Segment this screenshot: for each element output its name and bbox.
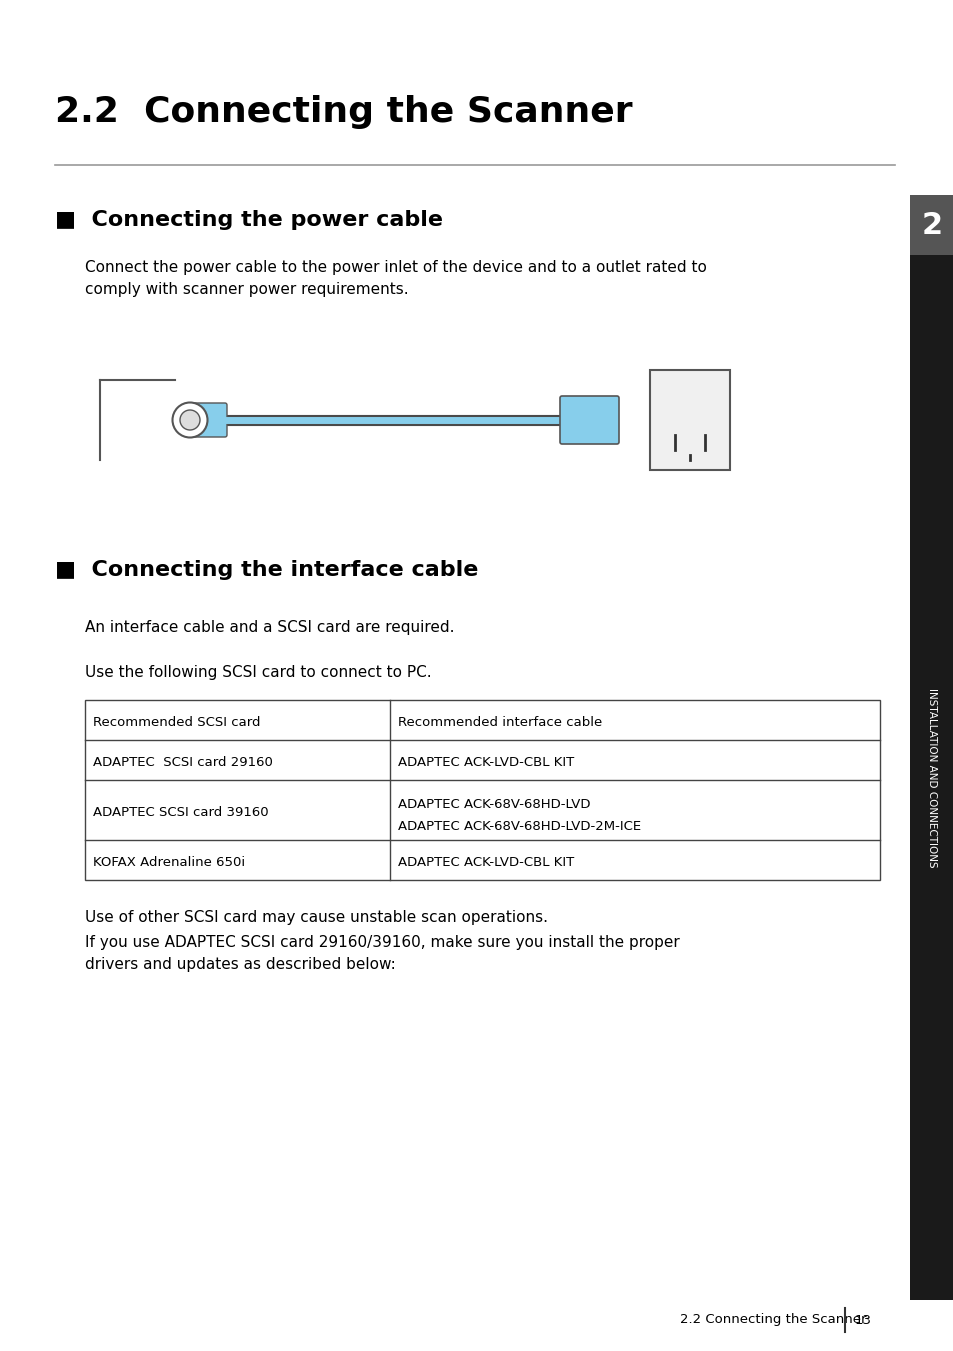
Text: 2: 2 (921, 211, 942, 239)
Ellipse shape (172, 403, 208, 438)
Text: Recommended SCSI card: Recommended SCSI card (92, 716, 260, 728)
Text: ADAPTEC SCSI card 39160: ADAPTEC SCSI card 39160 (92, 805, 269, 819)
Text: ADAPTEC ACK-LVD-CBL KIT: ADAPTEC ACK-LVD-CBL KIT (397, 855, 574, 869)
Ellipse shape (180, 409, 200, 430)
Bar (909, 195, 953, 255)
Text: ADAPTEC ACK-68V-68HD-LVD: ADAPTEC ACK-68V-68HD-LVD (397, 797, 590, 811)
Text: INSTALLATION AND CONNECTIONS: INSTALLATION AND CONNECTIONS (926, 688, 936, 867)
Text: 2.2 Connecting the Scanner: 2.2 Connecting the Scanner (679, 1313, 865, 1327)
Text: ■  Connecting the interface cable: ■ Connecting the interface cable (55, 561, 477, 580)
Text: An interface cable and a SCSI card are required.: An interface cable and a SCSI card are r… (85, 620, 454, 635)
Text: ADAPTEC ACK-68V-68HD-LVD-2M-ICE: ADAPTEC ACK-68V-68HD-LVD-2M-ICE (397, 820, 640, 832)
Text: ADAPTEC  SCSI card 29160: ADAPTEC SCSI card 29160 (92, 755, 273, 769)
Text: ADAPTEC ACK-LVD-CBL KIT: ADAPTEC ACK-LVD-CBL KIT (397, 755, 574, 769)
Text: If you use ADAPTEC SCSI card 29160/39160, make sure you install the proper: If you use ADAPTEC SCSI card 29160/39160… (85, 935, 679, 950)
Text: Connect the power cable to the power inlet of the device and to a outlet rated t: Connect the power cable to the power inl… (85, 259, 706, 276)
Bar (649, 370, 729, 470)
Text: ■  Connecting the power cable: ■ Connecting the power cable (55, 209, 442, 230)
Text: Recommended interface cable: Recommended interface cable (397, 716, 601, 728)
Text: 2.2  Connecting the Scanner: 2.2 Connecting the Scanner (55, 95, 632, 128)
Text: KOFAX Adrenaline 650i: KOFAX Adrenaline 650i (92, 855, 245, 869)
Text: comply with scanner power requirements.: comply with scanner power requirements. (85, 282, 408, 297)
FancyBboxPatch shape (193, 403, 227, 436)
Text: Use the following SCSI card to connect to PC.: Use the following SCSI card to connect t… (85, 665, 431, 680)
Text: drivers and updates as described below:: drivers and updates as described below: (85, 957, 395, 971)
Bar (85, 700, 879, 880)
Text: 13: 13 (854, 1313, 871, 1327)
FancyBboxPatch shape (559, 396, 618, 444)
Bar (909, 195, 953, 1300)
Text: Use of other SCSI card may cause unstable scan operations.: Use of other SCSI card may cause unstabl… (85, 911, 547, 925)
